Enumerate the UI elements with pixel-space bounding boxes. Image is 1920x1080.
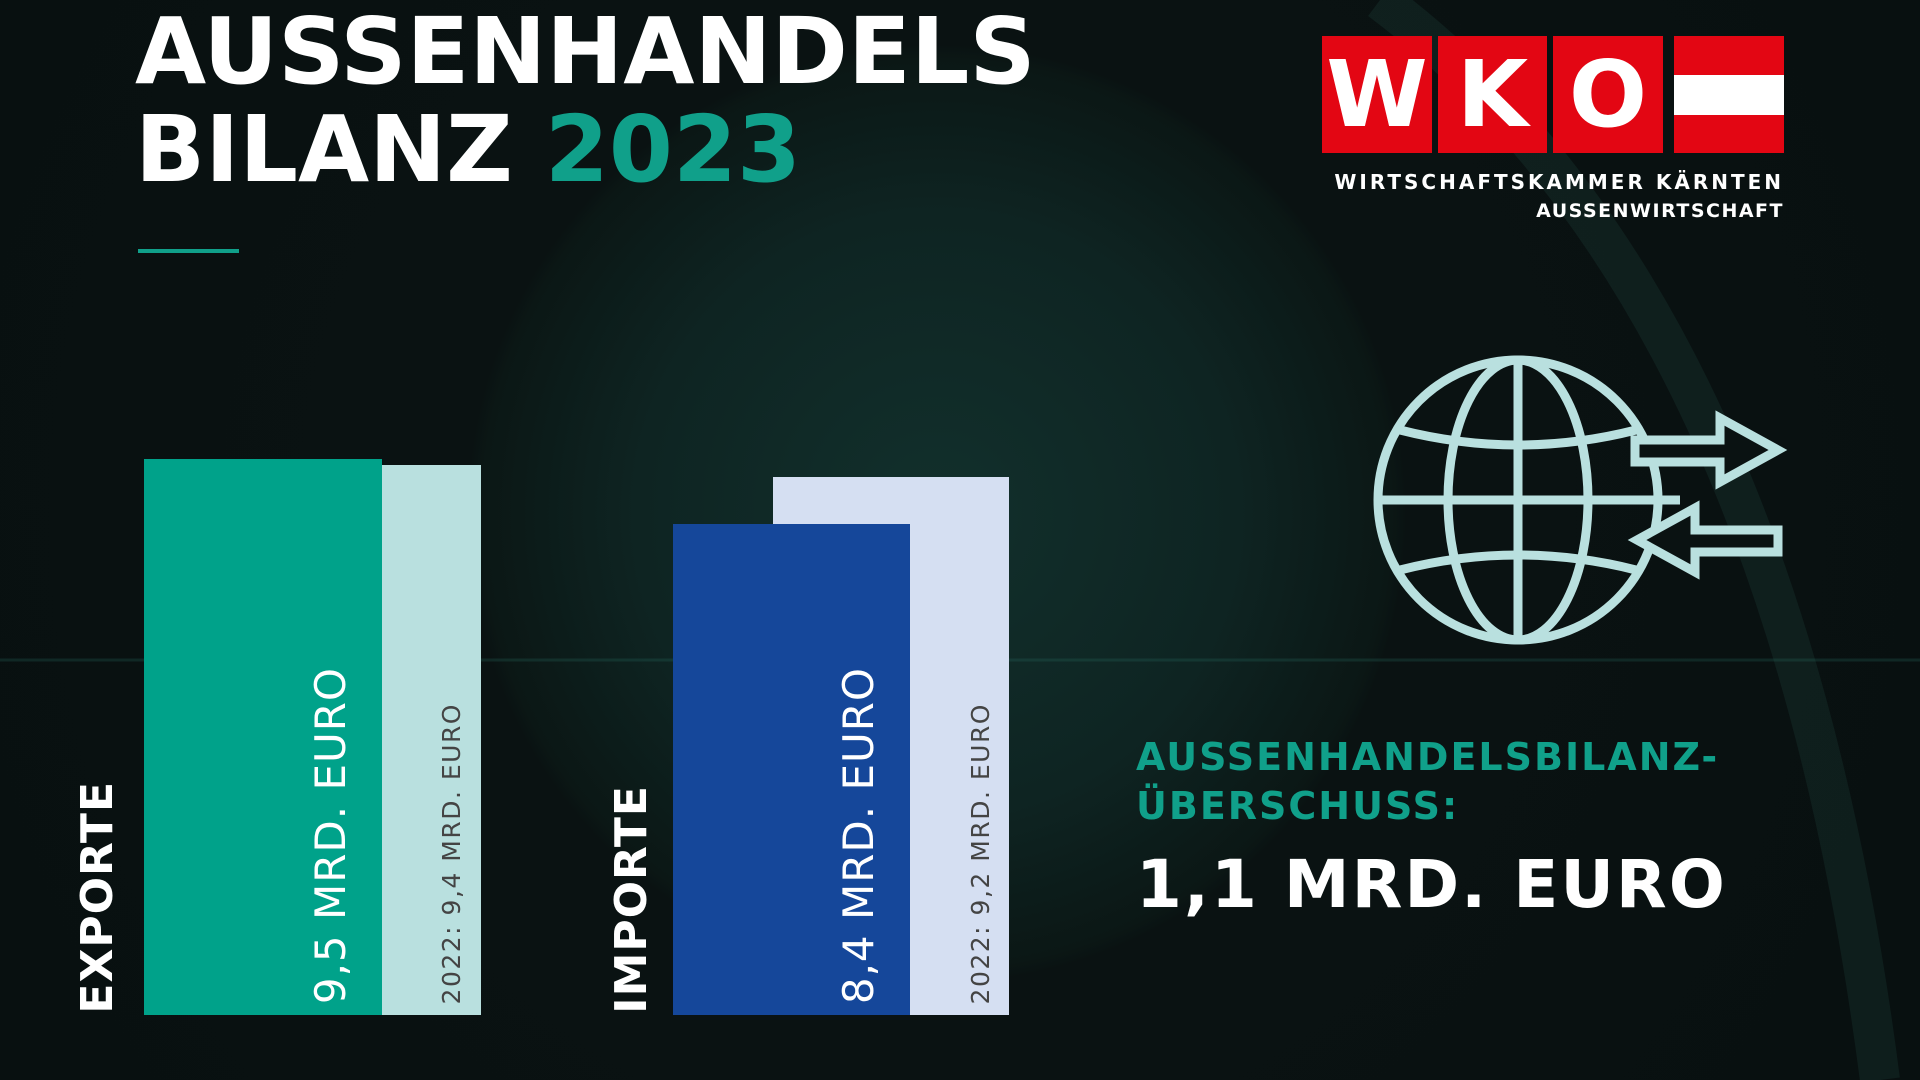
logo-letter-o: O <box>1553 36 1663 153</box>
summary-label-line-2: ÜBERSCHUSS: <box>1136 784 1460 828</box>
summary-label: AUSSENHANDELSBILANZ- ÜBERSCHUSS: <box>1136 733 1719 831</box>
category-label-exporte: EXPORTE <box>72 781 123 1014</box>
title-line-2: BILANZ 2023 <box>135 104 801 196</box>
bar-exporte-2022 <box>382 465 481 1015</box>
logo-org-name: WIRTSCHAFTSKAMMER KÄRNTEN <box>1334 170 1784 194</box>
title-line-1: AUSSENHANDELS <box>135 0 1036 105</box>
category-label-importe: IMPORTE <box>606 785 657 1014</box>
austrian-flag-icon <box>1674 36 1784 153</box>
wko-logo: W K O WIRTSCHAFTSKAMMER KÄRNTEN AUSSENWI… <box>1322 36 1784 226</box>
globe-with-arrows-icon <box>1373 355 1788 645</box>
title-bilanz: BILANZ <box>135 96 513 203</box>
value-label-exporte-2022: 2022: 9,4 MRD. EURO <box>437 702 466 1004</box>
value-label-importe-2023: 8,4 MRD. EURO <box>834 666 883 1004</box>
summary-label-line-1: AUSSENHANDELSBILANZ- <box>1136 735 1720 779</box>
bar-exporte-2023 <box>144 459 382 1015</box>
value-label-importe-2022: 2022: 9,2 MRD. EURO <box>966 702 995 1004</box>
summary-value: 1,1 MRD. EURO <box>1136 846 1727 923</box>
value-label-exporte-2023: 9,5 MRD. EURO <box>306 666 355 1004</box>
logo-letter-w: W <box>1322 36 1432 153</box>
bar-importe-2023 <box>673 523 910 1015</box>
logo-department: AUSSENWIRTSCHAFT <box>1536 200 1784 222</box>
logo-letter-k: K <box>1438 36 1547 153</box>
title-year: 2023 <box>544 96 801 203</box>
title-underline <box>138 249 239 253</box>
